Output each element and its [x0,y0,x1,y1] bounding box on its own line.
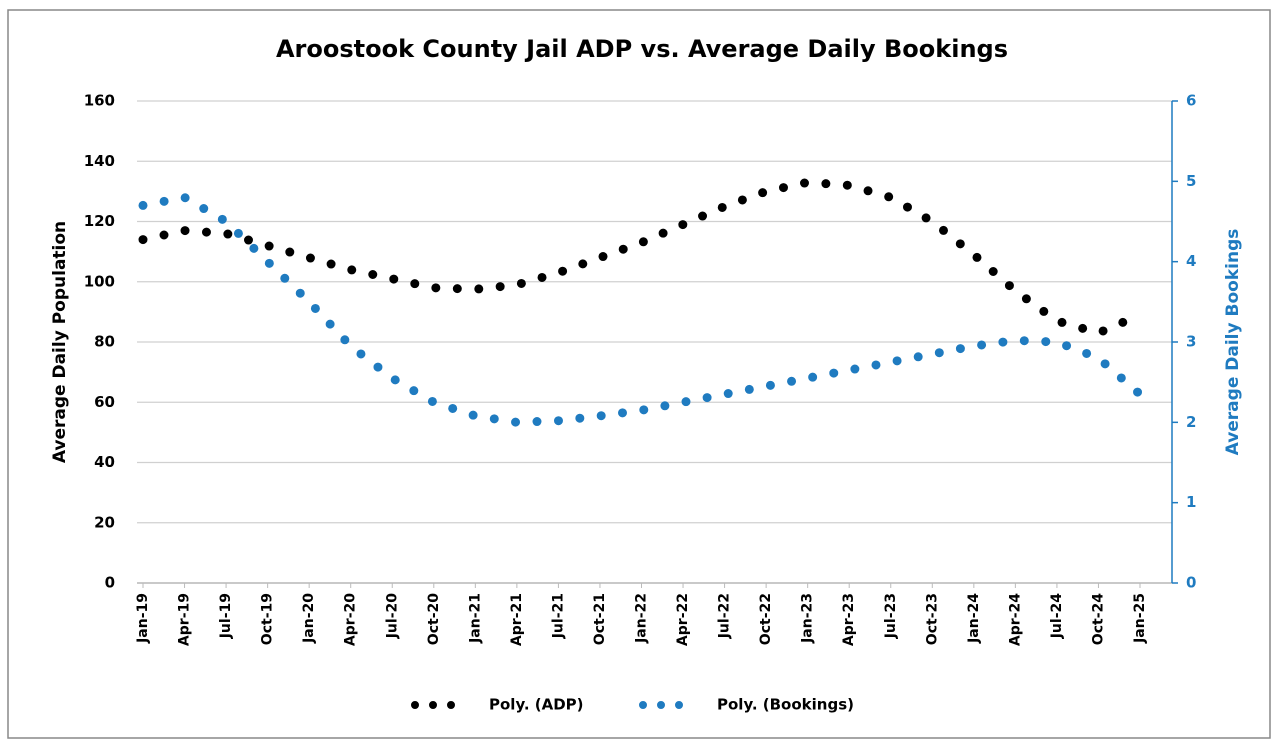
x-tick-label: Jan-23 [800,593,816,644]
x-tick-label: Apr-24 [1007,593,1023,646]
x-tick-label: Apr-19 [177,593,193,646]
x-tick-label: Apr-21 [509,593,525,646]
x-tick-label: Jul-22 [717,593,733,639]
y-tick-label: 160 [84,92,115,110]
chart-title: Aroostook County Jail ADP vs. Average Da… [276,35,1008,63]
x-tick-label: Jul-23 [883,593,899,639]
y-tick-label: 120 [84,212,115,230]
x-tick-label: Jan-25 [1132,593,1148,644]
x-tick-label: Jul-20 [384,593,400,640]
y2-axis-title: Average Daily Bookings [1223,229,1243,456]
x-tick-label: Jan-19 [135,593,151,644]
x-tick-label: Apr-23 [841,593,857,646]
y-tick-label: 80 [94,333,115,351]
y-tick-label: 0 [105,574,115,592]
x-tick-label: Jul-19 [218,593,234,639]
x-tick-label: Oct-24 [1090,593,1106,645]
x-tick-label: Jul-21 [550,593,566,639]
x-tick-label: Jan-24 [966,593,982,644]
x-tick-label: Oct-22 [758,593,774,645]
chart-frame [7,9,1271,739]
x-tick-label: Jan-20 [301,593,317,644]
x-tick-label: Apr-20 [343,593,359,646]
y-tick-label: 140 [84,152,115,170]
trend-line [138,192,1145,427]
y-axis-title: Average Daily Population [50,221,70,463]
x-tick-label: Oct-21 [592,593,608,645]
x-tick-label: Oct-20 [426,593,442,645]
x-tick-label: Jul-24 [1049,593,1065,640]
x-tick-label: Apr-22 [675,593,691,646]
x-tick-label: Oct-19 [260,593,276,645]
y2-tick-label: 5 [1186,172,1196,190]
y2-tick-label: 3 [1186,333,1196,351]
y-tick-label: 40 [94,453,115,471]
trend-line [138,177,1145,338]
y-tick-label: 100 [84,272,115,290]
y2-tick-label: 0 [1186,574,1196,592]
x-tick-label: Oct-23 [924,593,940,645]
x-tick-label: Jan-22 [634,593,650,644]
y2-tick-label: 2 [1186,413,1196,431]
x-tick-label: Jan-21 [467,593,483,644]
y-tick-label: 60 [94,393,115,411]
y-tick-label: 20 [94,513,115,531]
legend-label: Poly. (Bookings) [717,696,854,714]
y2-tick-label: 1 [1186,493,1196,511]
y2-tick-label: 4 [1186,252,1196,270]
y2-tick-label: 6 [1186,92,1196,110]
legend-label: Poly. (ADP) [489,696,584,714]
